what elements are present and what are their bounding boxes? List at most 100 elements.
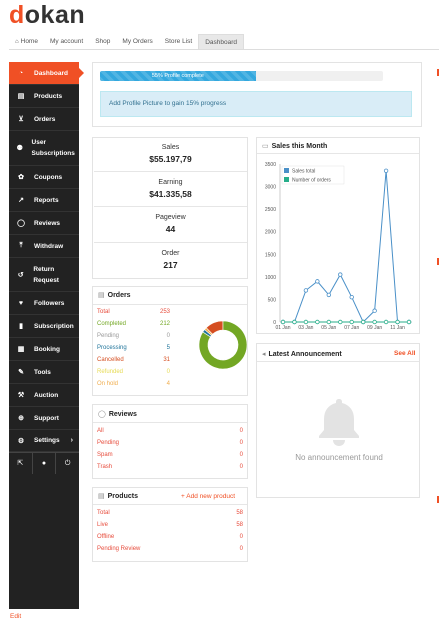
briefcase-icon: ▤ [98,493,105,500]
sidebar-item-tools[interactable]: ✎ Tools [9,361,79,384]
products-panel [92,487,248,562]
series-point [326,292,332,298]
y-tick-label: 2500 [265,207,276,213]
sidebar-item-support[interactable]: ⊕ Support [9,407,79,430]
series-point [372,319,377,325]
sidebar-item-return-request[interactable]: ↺ Return Request [9,258,79,292]
products-row-value: 58 [236,510,243,516]
products-row-label[interactable]: Pending Review [97,546,141,552]
chevron-right-icon: › [70,437,73,444]
products-row[interactable]: Offline 0 [97,534,243,540]
products-row[interactable]: Live 58 [97,522,243,528]
orders-row-label[interactable]: Cancelled [97,357,124,363]
dokan-logo[interactable]: dokan [9,1,86,29]
reviews-row-label[interactable]: Pending [97,440,120,446]
dashboard-icon: ◔ [18,69,24,77]
products-row-label[interactable]: Total [97,510,110,516]
nav-home[interactable]: ⌂ Home [15,38,38,45]
orders-row[interactable]: Completed 212 [97,321,170,327]
sidebar-item-reports[interactable]: ↗ Reports [9,189,79,212]
sidebar-item-reviews[interactable]: ◯ Reviews [9,212,79,235]
power-icon[interactable]: ⏻ [64,460,71,467]
sidebar-item-products[interactable]: ▤ Products [9,85,79,108]
orders-row[interactable]: Cancelled 31 [97,357,170,363]
nav-my-orders[interactable]: My Orders [122,38,153,45]
products-row-value: 0 [239,534,243,540]
reviews-panel [92,404,248,479]
products-row-value: 58 [236,522,243,528]
sidebar-item-withdraw[interactable]: ⤒ Withdraw [9,235,79,258]
reviews-row-value: 0 [239,452,243,458]
series-point [383,168,389,173]
orders-row[interactable]: On hold 4 [97,381,170,387]
orders-row-label[interactable]: Pending [97,333,120,339]
nav-my-account[interactable]: My account [49,38,84,45]
profile-tip-alert: Add Profile Picture to gain 15% progress [100,91,412,117]
external-link-icon[interactable]: ⇱ [9,453,33,474]
lifebuoy-icon: ⊕ [18,415,24,422]
orders-row-label[interactable]: Processing [97,345,127,351]
products-row[interactable]: Pending Review 0 [97,546,243,552]
sidebar-item-booking[interactable]: ▦ Booking [9,338,79,361]
add-new-product-link[interactable]: + Add new product [181,493,236,500]
sidebar-item-orders[interactable]: ⊻ Orders [9,108,79,131]
orders-row-value: 4 [166,381,170,387]
announcement-title: ◂ Latest Announcement [262,351,342,358]
sidebar-item-coupons[interactable]: ✿ Coupons [9,166,79,189]
reviews-row-label[interactable]: All [97,428,104,434]
reviews-row[interactable]: All 0 [97,428,243,434]
users-icon: ⚉ [16,145,23,152]
y-tick-label: 3000 [265,185,276,191]
stat-pageview: Pageview 44 [94,207,247,243]
orders-row[interactable]: Total 253 [97,309,170,315]
y-tick-label: 3500 [265,162,276,168]
calendar-icon: ▦ [17,346,25,353]
nav-store-list[interactable]: Store List [164,38,193,45]
stats-panel [92,137,248,279]
orders-row-label[interactable]: Refunded [97,369,124,375]
comments-icon: ◯ [17,220,25,227]
series-point [280,319,286,325]
orders-row[interactable]: Pending 0 [97,333,170,339]
products-row-label[interactable]: Live [97,522,109,528]
nav-shop[interactable]: Shop [95,38,111,45]
legend-label: Number of orders [292,178,331,184]
dashboard-sidebar: ◔ Dashboard ▤ Products ⊻ Orders ⚉ User Subsc… [9,62,84,609]
y-tick-label: 1000 [265,275,276,281]
see-all-link[interactable]: See All [394,350,416,357]
series-point [349,319,354,325]
series-point [406,319,412,325]
reviews-row[interactable]: Pending 0 [97,440,243,446]
user-icon[interactable]: ● [33,453,57,474]
sidebar-item-dashboard[interactable]: ◔ Dashboard [9,62,84,85]
sidebar-item-user-subscriptions[interactable]: ⚉ User Subscriptions [9,131,79,166]
edit-link[interactable]: Edit [10,613,22,620]
orders-row[interactable]: Refunded 0 [97,369,170,375]
reviews-row[interactable]: Spam 0 [97,452,243,458]
products-row[interactable]: Total 58 [97,510,243,516]
nav-dashboard[interactable]: Dashboard [198,34,245,49]
reviews-row[interactable]: Trash 0 [97,464,243,470]
sidebar-item-subscription[interactable]: ▮ Subscription [9,315,79,338]
orders-row-label[interactable]: Total [97,309,110,315]
undo-icon: ↺ [17,271,24,279]
reviews-row-label[interactable]: Spam [97,452,113,458]
reviews-row-value: 0 [239,464,243,470]
orders-row-label[interactable]: On hold [97,381,119,387]
reviews-row-label[interactable]: Trash [97,464,113,470]
y-tick-label: 1500 [265,252,276,258]
orders-row-label[interactable]: Completed [97,321,127,327]
series-point [349,294,354,300]
announcement-icon: ◂ [262,351,266,358]
products-row-label[interactable]: Offline [97,534,115,540]
series-point [292,319,297,325]
sidebar-item-auction[interactable]: ⚒ Auction [9,384,79,407]
orders-row[interactable]: Processing 5 [97,345,170,351]
sidebar-item-followers[interactable]: ♥ Followers [9,292,79,315]
series-point [338,319,343,325]
sidebar-item-settings[interactable]: ⚙ Settings › [9,430,79,452]
reviews-row-value: 0 [239,440,243,446]
stat-earning: Earning $41.335,58 [94,172,247,207]
profile-progress-fill: 55% Profile complete [100,71,256,81]
x-tick-label: 09 Jan [367,325,382,331]
